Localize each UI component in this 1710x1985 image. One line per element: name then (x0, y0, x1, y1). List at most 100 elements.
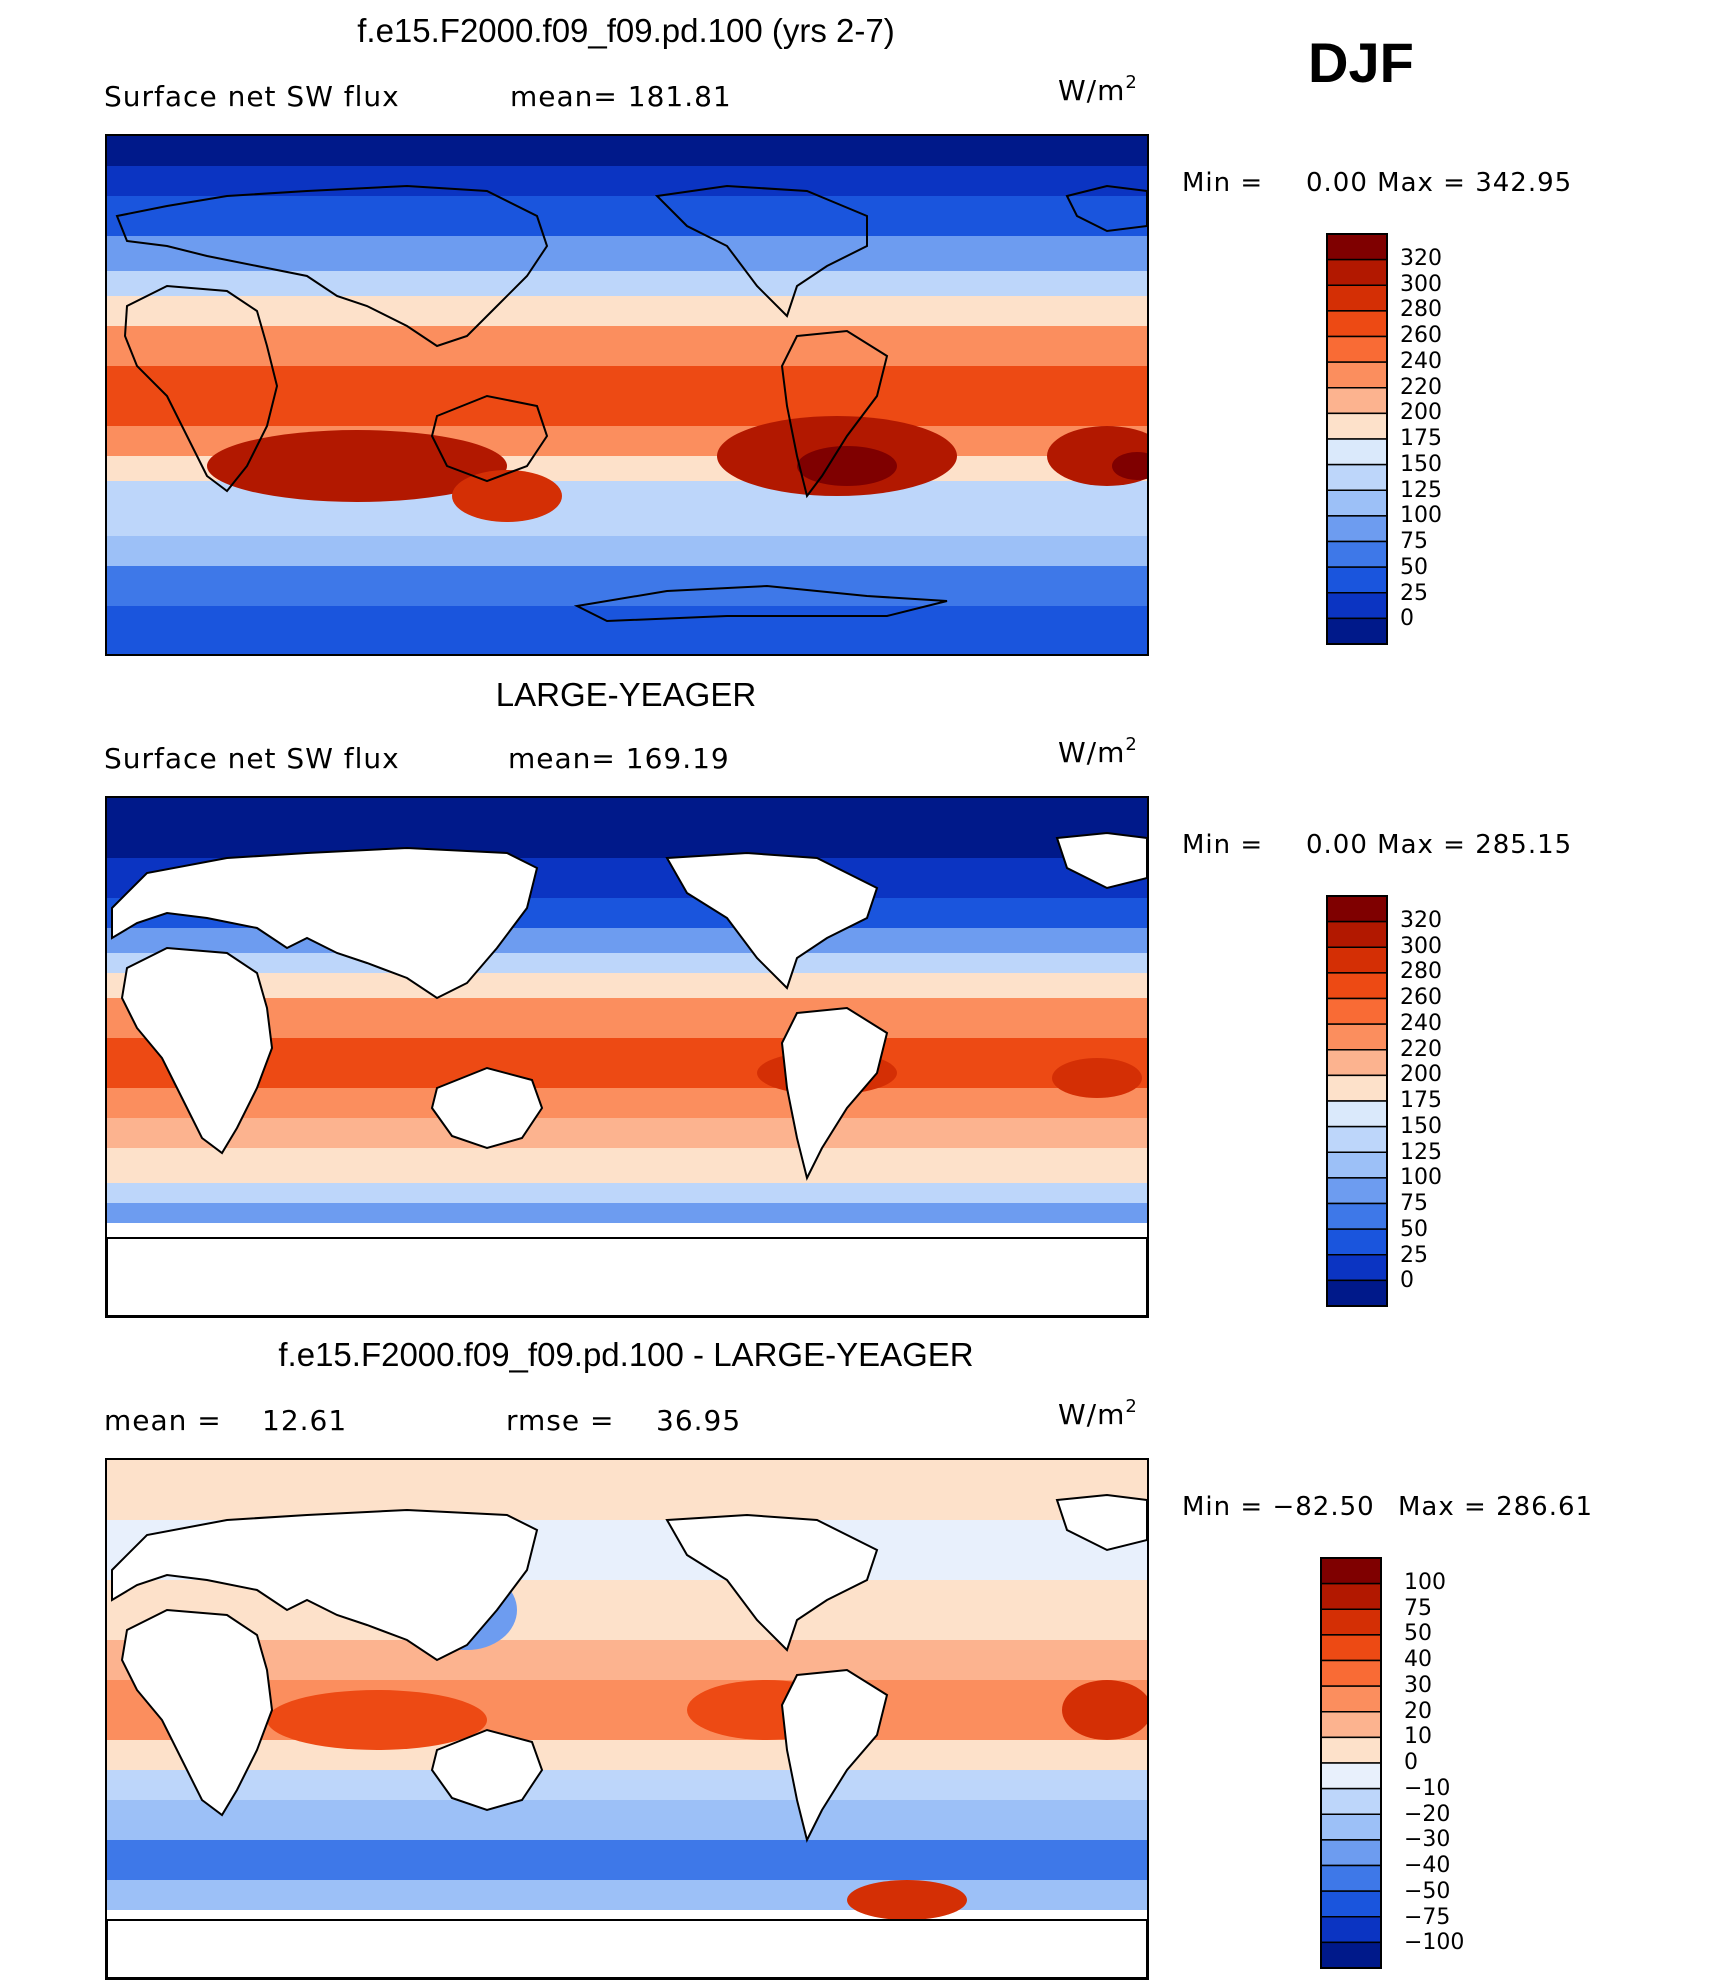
map-band (107, 606, 1147, 654)
panel-3-rmse-label: rmse = (506, 1404, 615, 1437)
map-band (107, 1148, 1147, 1183)
panel-1-units: W/m2 (1058, 72, 1137, 107)
map-band (107, 973, 1147, 998)
map-band (107, 566, 1147, 606)
panel-2-max-label: 0.00 Max = 285.15 (1306, 830, 1573, 860)
colorbar-swatch (1326, 1228, 1388, 1256)
colorbar-swatch (1326, 1100, 1388, 1128)
map-band (107, 296, 1147, 326)
colorbar-level-label: −100 (1404, 1930, 1465, 1956)
panel-2-colorbar-swatches (1326, 895, 1388, 1307)
colorbar-level-label: 240 (1400, 1010, 1442, 1036)
colorbar-swatch (1326, 566, 1388, 594)
colorbar-swatch (1326, 489, 1388, 517)
colorbar-swatch (1320, 1941, 1382, 1969)
colorbar-swatch (1320, 1839, 1382, 1867)
colorbar-level-label: 125 (1400, 477, 1442, 503)
panel-2-title: LARGE-YEAGER (495, 676, 757, 713)
panel-3-units: W/m2 (1058, 1396, 1137, 1431)
colorbar-level-label: 0 (1400, 1268, 1414, 1294)
map-band (107, 1183, 1147, 1203)
map-band (107, 1770, 1147, 1800)
panel-3-mean-label: mean = (104, 1404, 222, 1437)
map-band (107, 1840, 1147, 1880)
panel-2-mean: mean= 169.19 (508, 742, 730, 775)
colorbar-border (1320, 1557, 1382, 1969)
map-band (107, 1088, 1147, 1118)
colorbar-level-label: 50 (1400, 554, 1428, 580)
map-anomaly (1052, 1058, 1142, 1098)
colorbar-level-label: 0 (1404, 1750, 1418, 1775)
colorbar-level-label: 320 (1400, 907, 1442, 933)
season-label: DJF (1308, 31, 1414, 94)
colorbar-level-label: 260 (1400, 985, 1442, 1010)
colorbar-swatch (1320, 1685, 1382, 1713)
colorbar-border (1326, 895, 1388, 1307)
colorbar-swatch (1326, 1125, 1388, 1153)
colorbar-level-label: 10 (1404, 1724, 1432, 1750)
coastlines (115, 184, 1147, 623)
colorbar-swatch (1326, 335, 1388, 363)
colorbar-level-label: −20 (1404, 1801, 1451, 1827)
map-anomaly (797, 446, 897, 486)
colorbar-swatch (1326, 284, 1388, 312)
colorbar-swatch (1320, 1608, 1382, 1636)
map-band (107, 953, 1147, 973)
colorbar-swatch (1320, 1813, 1382, 1841)
panel-2-colorbar (1326, 895, 1388, 1307)
map-band (107, 236, 1147, 271)
colorbar-level-label: 75 (1404, 1595, 1432, 1621)
colorbar-level-label: −50 (1404, 1878, 1451, 1904)
colorbar-level-label: −10 (1404, 1775, 1451, 1801)
colorbar-level-label: 280 (1400, 297, 1442, 323)
colorbar-level-label: 50 (1404, 1621, 1432, 1647)
map-band (107, 998, 1147, 1038)
colorbar-level-label: 220 (1400, 374, 1442, 400)
colorbar-level-label: 75 (1400, 1191, 1428, 1216)
map-band (107, 196, 1147, 236)
panel-1-title: f.e15.F2000.f09_f09.pd.100 (yrs 2-7) (357, 12, 895, 49)
colorbar-level-label: 50 (1400, 1216, 1428, 1242)
colorbar-swatch (1326, 946, 1388, 974)
colorbar-level-label: 300 (1400, 271, 1442, 297)
colorbar-swatch (1326, 972, 1388, 1000)
colorbar-swatch (1320, 1787, 1382, 1815)
map-anomaly (847, 1880, 967, 1920)
colorbar-swatch (1320, 1711, 1382, 1739)
panel-3-rmse-value: 36.95 (656, 1404, 742, 1437)
colorbar-swatch (1326, 1049, 1388, 1077)
colorbar-swatch (1326, 1074, 1388, 1102)
colorbar-swatch (1326, 387, 1388, 415)
colorbar-swatch (1326, 895, 1388, 923)
colorbar-swatch (1326, 361, 1388, 389)
colorbar-border (1326, 233, 1388, 645)
colorbar-swatch (1326, 1254, 1388, 1282)
colorbar-swatch (1320, 1762, 1382, 1790)
map-anomaly (267, 1690, 487, 1750)
map-band (107, 271, 1147, 296)
map-band (107, 1203, 1147, 1223)
colorbar-swatch (1326, 592, 1388, 620)
colorbar-level-label: 20 (1404, 1698, 1432, 1724)
colorbar-level-label: 320 (1400, 245, 1442, 271)
colorbar-level-label: 100 (1400, 503, 1442, 529)
colorbar-swatch (1326, 1177, 1388, 1205)
colorbar-level-label: 175 (1400, 1088, 1442, 1113)
colorbar-swatch (1320, 1582, 1382, 1610)
panel-1-map (105, 134, 1149, 656)
colorbar-swatch (1326, 412, 1388, 440)
colorbar-swatch (1326, 463, 1388, 491)
panel-3-map (105, 1458, 1149, 1980)
colorbar-level-label: 30 (1404, 1672, 1432, 1698)
map-band (107, 1118, 1147, 1148)
colorbar-swatch (1326, 997, 1388, 1025)
colorbar-level-label: 150 (1400, 1113, 1442, 1139)
colorbar-swatch (1320, 1659, 1382, 1687)
colorbar-level-label: −40 (1404, 1853, 1451, 1878)
colorbar-swatch (1320, 1634, 1382, 1662)
continents (107, 831, 1147, 1316)
map-band (107, 798, 1147, 858)
colorbar-swatch (1326, 1279, 1388, 1307)
map-band (107, 1740, 1147, 1770)
colorbar-swatch (1326, 258, 1388, 286)
